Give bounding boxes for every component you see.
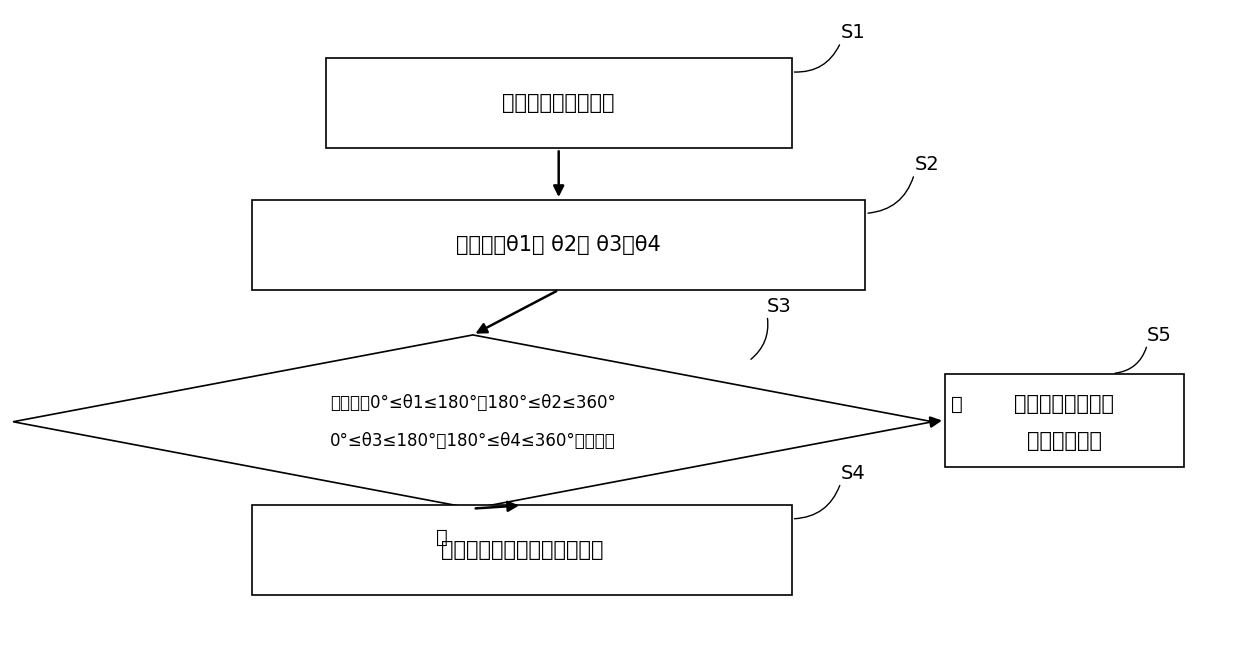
Text: 0°≤θ3≤180°和180°≤θ4≤360°是否成立: 0°≤θ3≤180°和180°≤θ4≤360°是否成立 [330,432,616,450]
Text: 分别计算θ1、 θ2、 θ3和θ4: 分别计算θ1、 θ2、 θ3和θ4 [456,235,661,255]
Text: S4: S4 [841,464,866,483]
Text: S1: S1 [841,23,866,42]
Bar [252,505,791,595]
Text: S3: S3 [768,297,792,315]
Text: 生成使距离继电器: 生成使距离继电器 [1014,394,1115,415]
Bar [326,58,791,148]
Text: 生成使距离继电器动作的信号: 生成使距离继电器动作的信号 [440,540,603,560]
Polygon shape [14,335,932,509]
Text: S5: S5 [1147,326,1172,344]
Text: 否: 否 [951,395,962,414]
Text: 分别判断0°≤θ1≤180°、180°≤θ2≤360°: 分别判断0°≤θ1≤180°、180°≤θ2≤360° [330,394,616,412]
Text: 不动作的信号: 不动作的信号 [1027,430,1102,451]
Text: 是: 是 [436,528,448,547]
Text: S2: S2 [914,155,939,174]
Text: 获取动作判据比较量: 获取动作判据比较量 [502,93,615,114]
Bar [252,200,866,290]
Bar [945,374,1184,466]
